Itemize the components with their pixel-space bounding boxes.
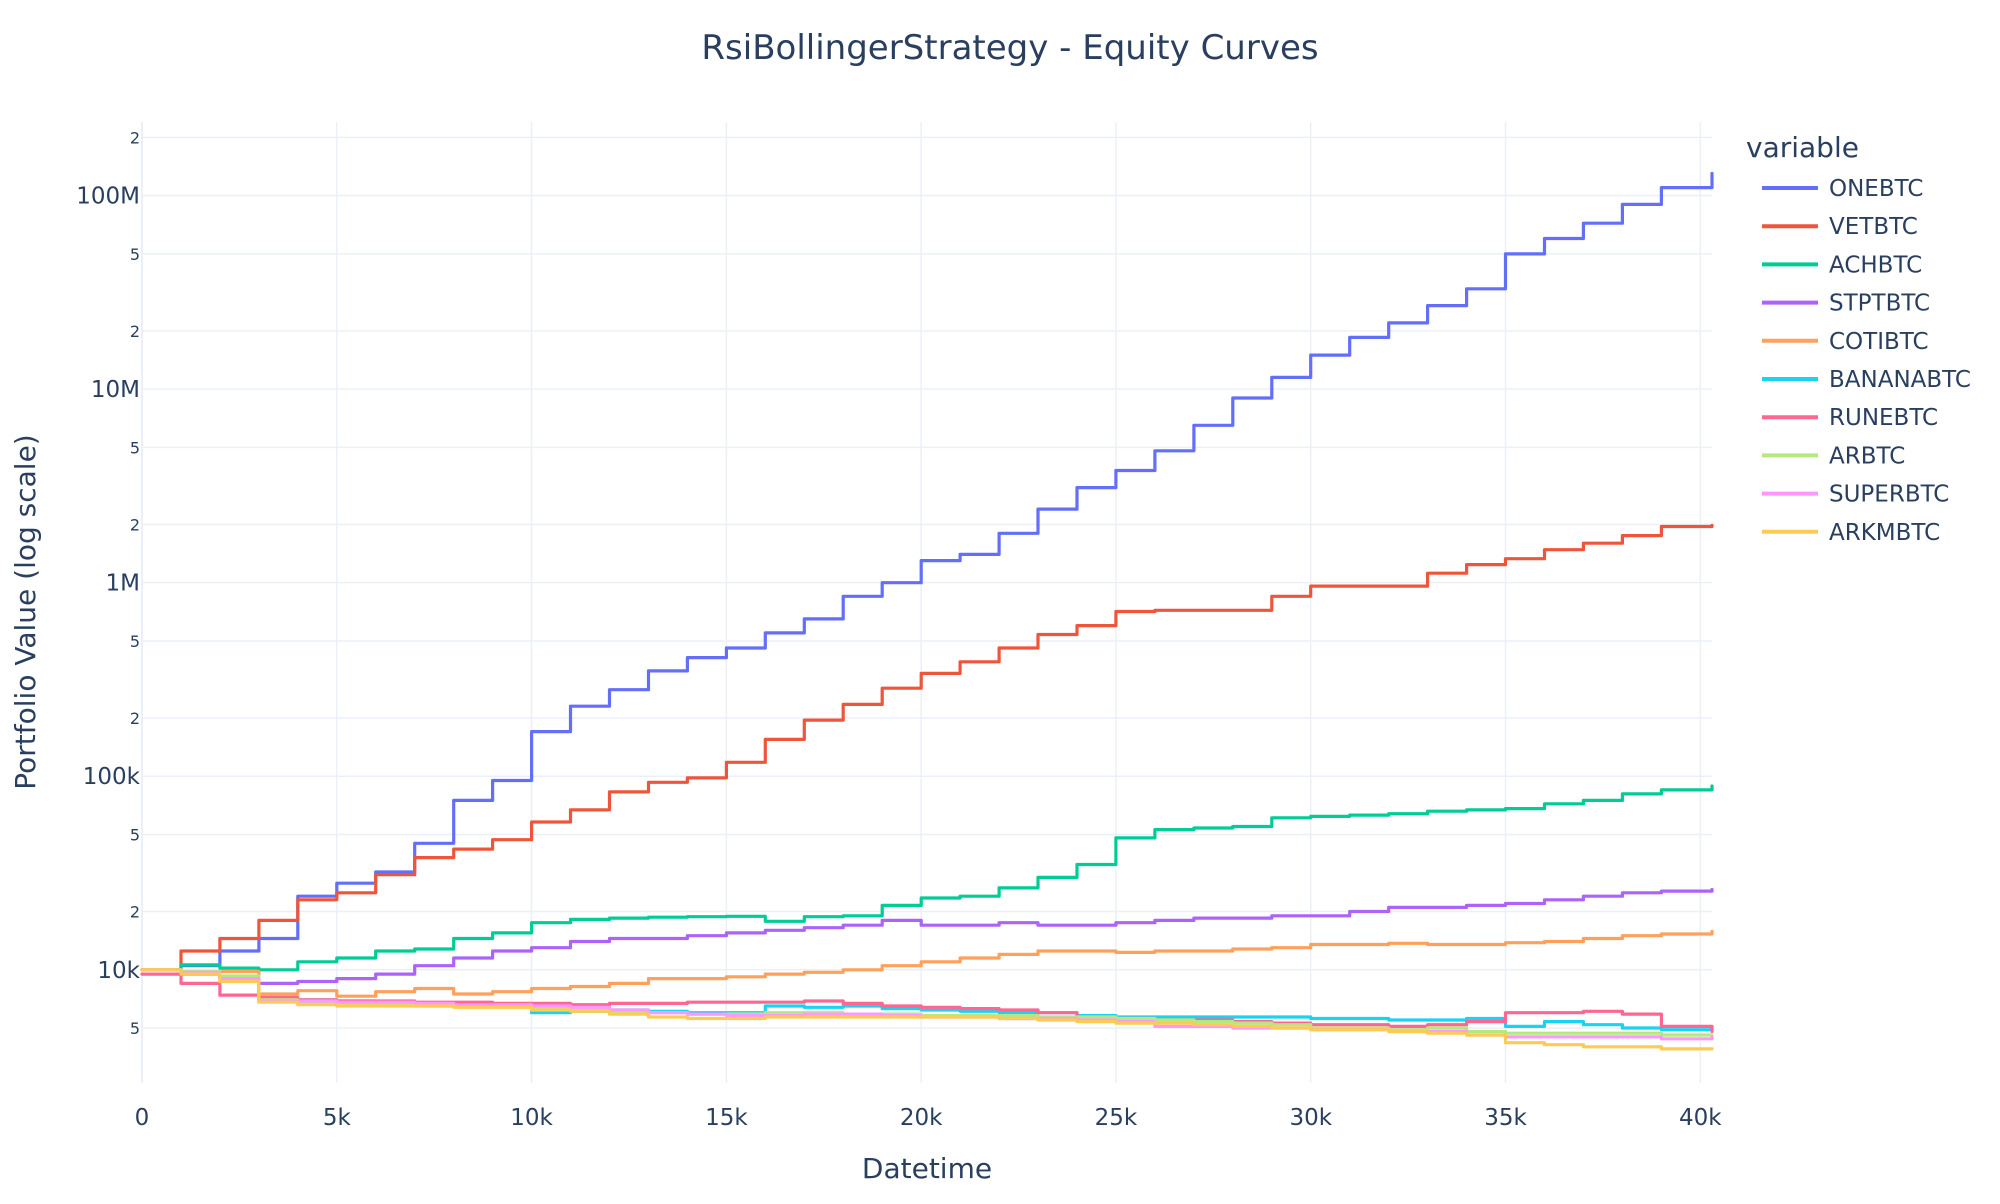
legend-item-arkmbtc[interactable]: ARKMBTC [1762, 520, 1940, 546]
y-minor-tick-label: 5 [130, 438, 140, 457]
legend-label: BANANABTC [1829, 367, 1971, 393]
y-minor-tick-label: 2 [130, 515, 140, 534]
legend-item-stptbtc[interactable]: STPTBTC [1762, 291, 1930, 317]
y-axis-title: Portfolio Value (log scale) [9, 434, 42, 789]
y-minor-tick-label: 2 [130, 322, 140, 341]
y-tick-label: 100k [83, 764, 141, 790]
legend-item-arbtc[interactable]: ARBTC [1762, 443, 1905, 469]
legend-item-onebtc[interactable]: ONEBTC [1762, 176, 1923, 202]
legend-item-cotibtc[interactable]: COTIBTC [1762, 329, 1929, 355]
legend-label: ONEBTC [1829, 176, 1923, 202]
series-line-achbtc [140, 784, 1714, 972]
y-minor-tick-label: 5 [130, 825, 140, 844]
y-minor-tick-label: 2 [130, 128, 140, 147]
legend-label: RUNEBTC [1829, 405, 1938, 431]
legend-item-superbtc[interactable]: SUPERBTC [1762, 482, 1949, 508]
series-layer [140, 171, 1714, 1051]
x-tick-label: 40k [1679, 1105, 1722, 1131]
x-tick-label: 30k [1289, 1105, 1332, 1131]
y-tick-label: 10M [91, 377, 140, 403]
y-minor-tick-label: 5 [130, 632, 140, 651]
legend-label: STPTBTC [1829, 291, 1930, 317]
x-axis-ticks: 0 5k 10k 15k 20k 25k 30k 35k 40k [135, 1105, 1723, 1131]
y-tick-label: 1M [106, 571, 140, 597]
y-minor-tick-label: 5 [130, 245, 140, 264]
x-tick-label: 35k [1484, 1105, 1527, 1131]
x-tick-label: 15k [705, 1105, 748, 1131]
legend-item-achbtc[interactable]: ACHBTC [1762, 252, 1922, 278]
chart-title: RsiBollingerStrategy - Equity Curves [701, 28, 1318, 68]
legend-label: ARKMBTC [1829, 520, 1940, 546]
x-tick-label: 5k [323, 1105, 352, 1131]
legend-item-bananabtc[interactable]: BANANABTC [1762, 367, 1971, 393]
legend-label: COTIBTC [1829, 329, 1929, 355]
legend-items: ONEBTC VETBTC ACHBTC STPTBTC COTIBTC BANANABT… [1762, 176, 1971, 546]
x-axis-title: Datetime [862, 1152, 992, 1185]
legend-label: SUPERBTC [1829, 482, 1949, 508]
series-line-onebtc [140, 171, 1714, 972]
legend-label: ARBTC [1829, 443, 1905, 469]
y-minor-tick-label: 5 [130, 1019, 140, 1038]
x-tick-label: 0 [135, 1105, 150, 1131]
legend-item-vetbtc[interactable]: VETBTC [1762, 214, 1918, 240]
y-minor-tick-label: 2 [130, 903, 140, 922]
legend-label: VETBTC [1829, 214, 1918, 240]
x-tick-label: 10k [510, 1105, 553, 1131]
legend: variable ONEBTC VETBTC ACHBTC STPTBTC COTIBT… [1746, 131, 1971, 546]
grid-layer [141, 122, 1712, 1083]
y-tick-label: 10k [97, 958, 140, 984]
y-axis-ticks: 10k 100k 1M 10M 100M 5 2 5 2 5 2 5 2 5 2 [76, 128, 140, 1038]
legend-item-runebtc[interactable]: RUNEBTC [1762, 405, 1938, 431]
series-line-cotibtc [140, 929, 1714, 998]
y-minor-tick-label: 2 [130, 709, 140, 728]
x-tick-label: 20k [900, 1105, 943, 1131]
series-line-arkmbtc [140, 968, 1714, 1051]
series-line-vetbtc [140, 523, 1714, 972]
legend-label: ACHBTC [1829, 252, 1922, 278]
y-tick-label: 100M [76, 184, 140, 210]
series-line-stptbtc [140, 887, 1714, 985]
legend-title: variable [1746, 131, 1859, 164]
x-tick-label: 25k [1095, 1105, 1138, 1131]
